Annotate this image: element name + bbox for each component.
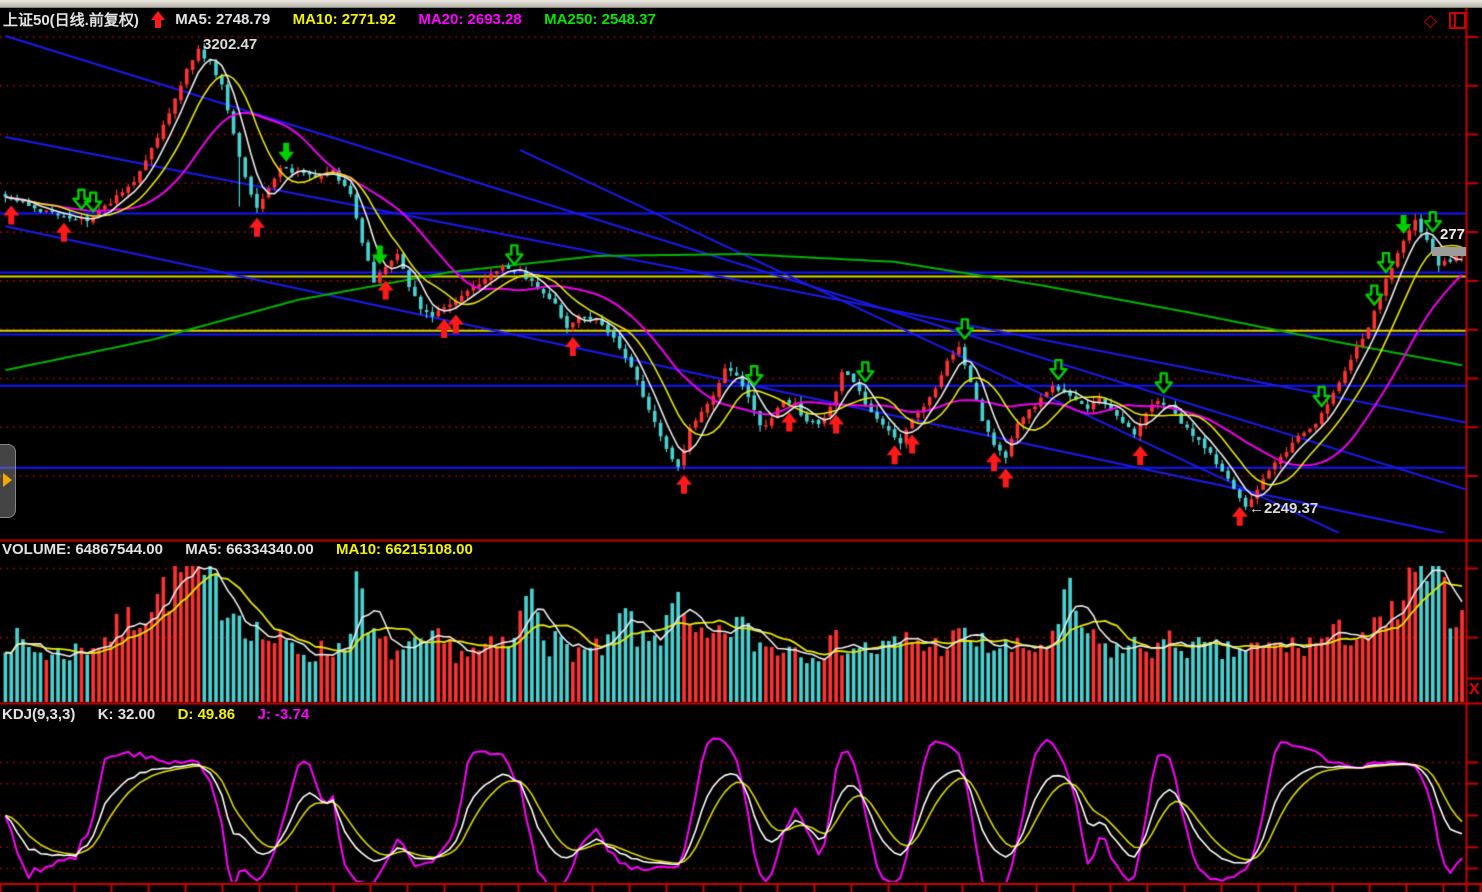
expand-arrow-icon [3,473,12,487]
kdj-k-value: K: 32.00 [97,706,156,723]
volume-indicator-header: VOLUME: 64867544.00 MA5: 66334340.00 MA1… [2,541,473,561]
volume-ma10-value: MA10: 66215108.00 [336,541,473,558]
ma20-value: MA20: 2693.28 [418,11,522,28]
close-pane-button[interactable]: X [1469,681,1480,698]
volume-ma5-value: MA5: 66334340.00 [185,541,314,558]
volume-value: VOLUME: 64867544.00 [2,541,163,558]
kdj-j-value: J: -3.74 [257,706,310,723]
up-arrow-icon [151,10,166,29]
ma10-value: MA10: 2771.92 [292,11,396,28]
kdj-d-value: D: 49.86 [177,706,236,723]
window-title-strip[interactable] [0,0,1482,8]
last-price-label: 277 [1440,226,1466,243]
current-price-marker [1432,247,1466,256]
trough-price-label: ←2249.37 [1249,500,1319,517]
diamond-icon[interactable]: ◇ [1424,11,1438,30]
kdj-title: KDJ(9,3,3) [2,706,76,723]
kdj-indicator-header: KDJ(9,3,3) K: 32.00 D: 49.86 J: -3.74 [2,706,309,726]
split-window-icon[interactable] [1449,12,1466,29]
symbol-title: 上证50(日线.前复权) [3,12,139,29]
ma5-value: MA5: 2748.79 [175,11,271,28]
sidebar-expand-handle[interactable] [0,444,16,518]
ma250-value: MA250: 2548.37 [544,11,656,28]
main-indicator-header: 上证50(日线.前复权) MA5: 2748.79 MA10: 2771.92 … [3,9,656,29]
peak-price-label: 3202.47 [203,36,258,53]
